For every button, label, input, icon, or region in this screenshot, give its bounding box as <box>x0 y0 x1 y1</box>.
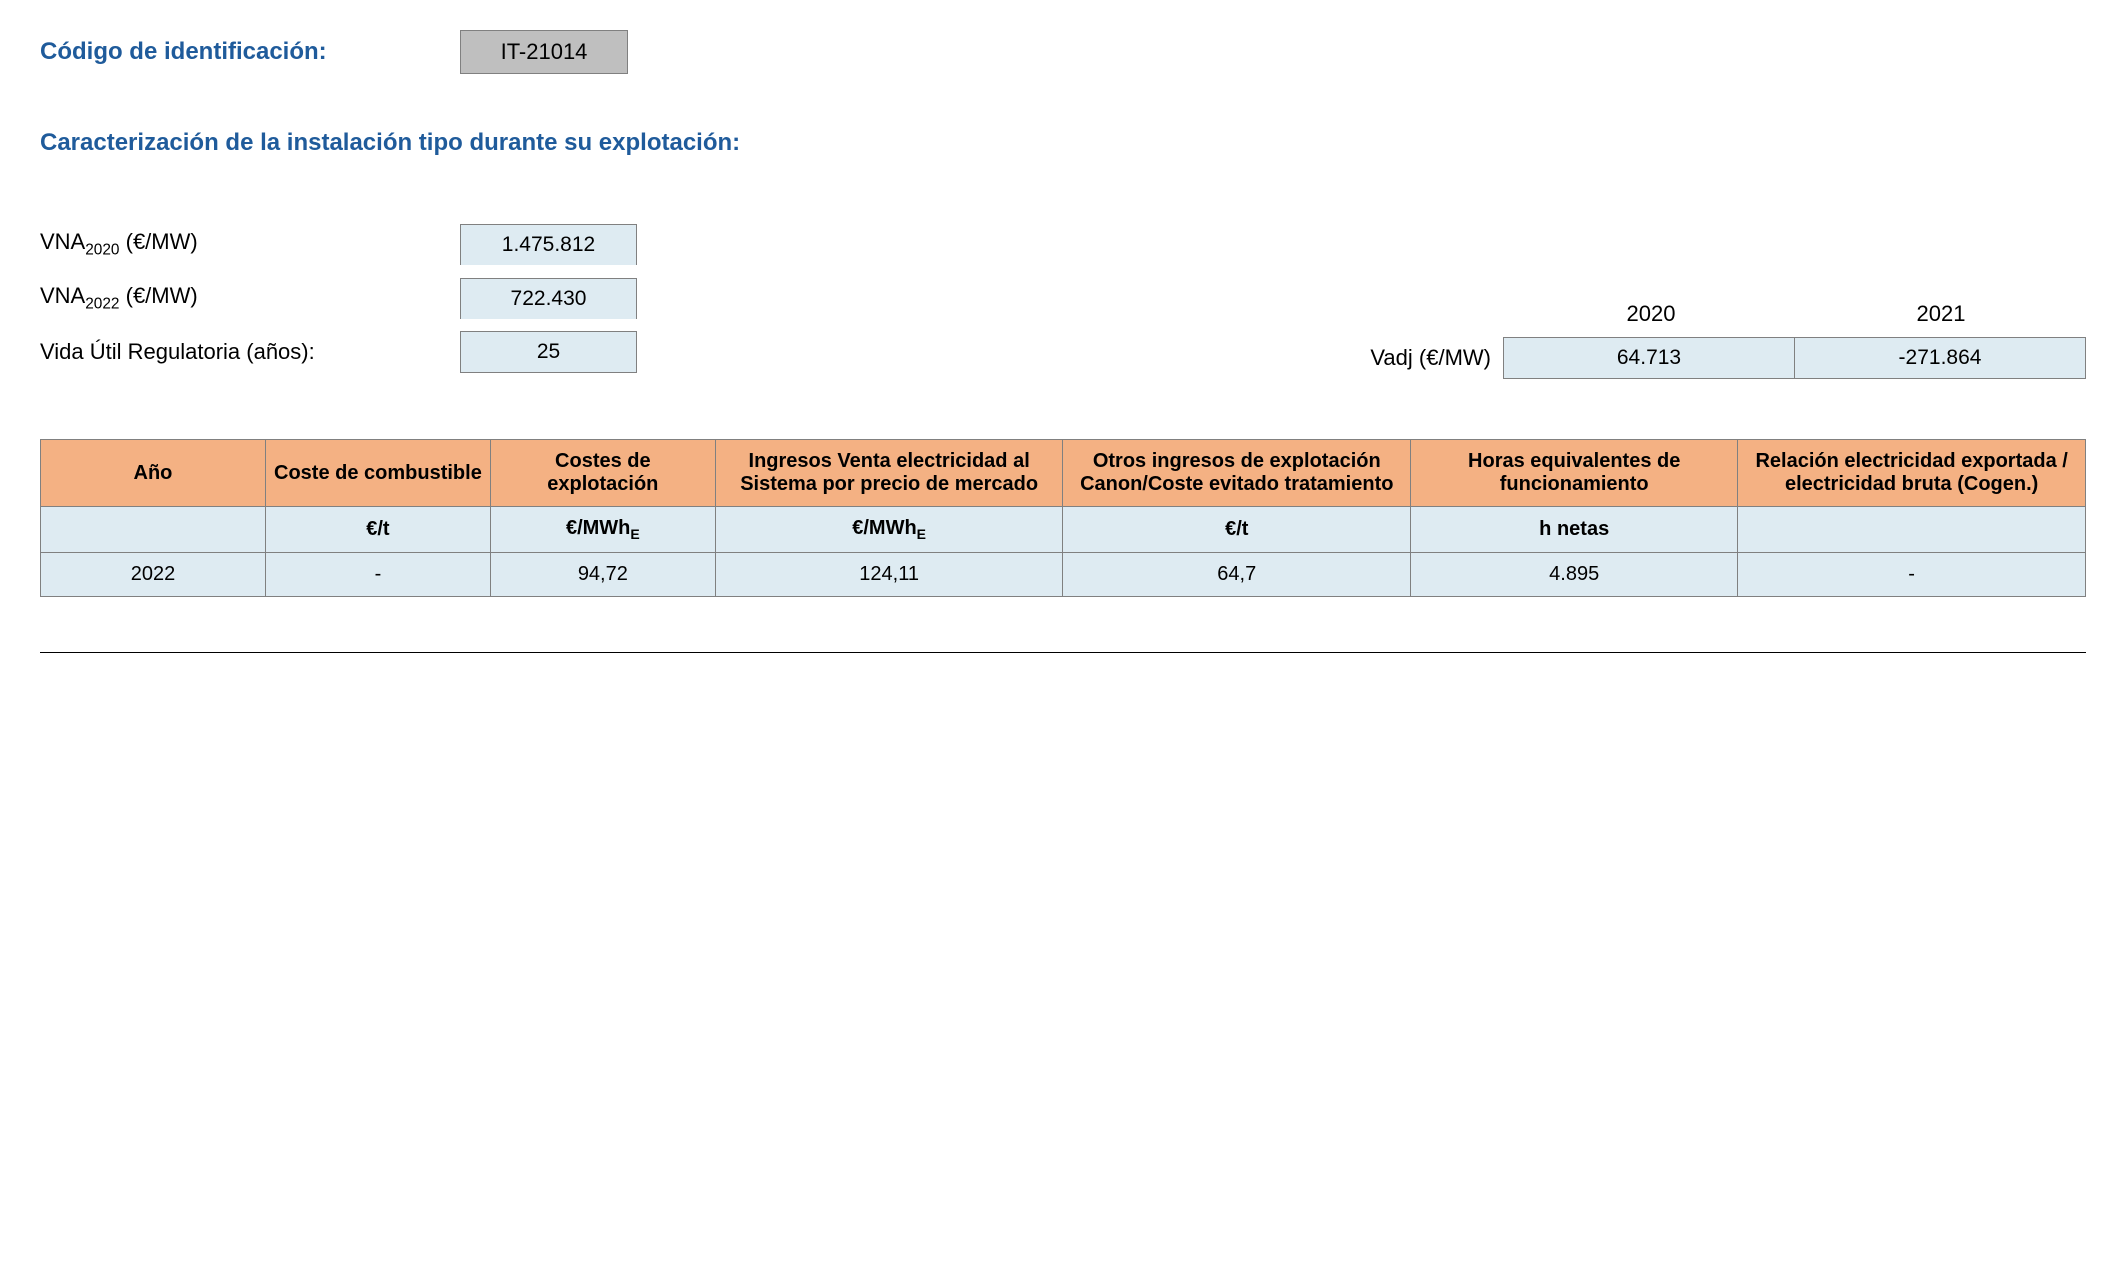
table-head: Año Coste de combustible Costes de explo… <box>41 440 2086 507</box>
vida-label: Vida Útil Regulatoria (años): <box>40 339 460 365</box>
params-block: VNA2020 (€/MW) 1.475.812 VNA2022 (€/MW) … <box>40 217 2086 379</box>
vna2022-row: VNA2022 (€/MW) 722.430 <box>40 271 637 325</box>
unit-coste-combustible: €/t <box>265 507 490 553</box>
vida-row: Vida Útil Regulatoria (años): 25 <box>40 325 637 379</box>
table-header-row: Año Coste de combustible Costes de explo… <box>41 440 2086 507</box>
vadj-label: Vadj (€/MW) <box>1370 345 1503 371</box>
main-table: Año Coste de combustible Costes de explo… <box>40 439 2086 597</box>
vadj-year-2021: 2021 <box>1796 301 2086 337</box>
th-horas-equiv: Horas equivalentes de funcionamiento <box>1411 440 1738 507</box>
unit-ingresos-venta: €/MWhE <box>715 507 1063 553</box>
vida-value: 25 <box>460 331 637 373</box>
unit-relacion-elec <box>1738 507 2086 553</box>
table-body: €/t €/MWhE €/MWhE €/t h netas 2022 - 94,… <box>41 507 2086 597</box>
vadj-value-2021: -271.864 <box>1795 337 2086 379</box>
cell-costes-explotacion: 94,72 <box>490 553 715 597</box>
unit-ingresos-text: €/MWh <box>852 517 916 539</box>
cell-horas-equiv: 4.895 <box>1411 553 1738 597</box>
th-costes-explotacion: Costes de explotación <box>490 440 715 507</box>
th-ingresos-venta: Ingresos Venta electricidad al Sistema p… <box>715 440 1063 507</box>
section-title: Caracterización de la instalación tipo d… <box>40 129 2086 157</box>
unit-ano <box>41 507 266 553</box>
th-relacion-elec: Relación electricidad exportada / electr… <box>1738 440 2086 507</box>
cell-relacion-elec: - <box>1738 553 2086 597</box>
vna2020-label: VNA2020 (€/MW) <box>40 229 460 259</box>
vadj-row: Vadj (€/MW) 64.713 -271.864 <box>1370 337 2086 379</box>
unit-horas-equiv: h netas <box>1411 507 1738 553</box>
vadj-year-heads: 2020 2021 <box>1506 301 2086 337</box>
vadj-value-2020: 64.713 <box>1503 337 1795 379</box>
vna2020-suffix: (€/MW) <box>120 229 198 254</box>
vna2022-value: 722.430 <box>460 278 637 319</box>
table-units-row: €/t €/MWhE €/MWhE €/t h netas <box>41 507 2086 553</box>
th-ano: Año <box>41 440 266 507</box>
id-code-label: Código de identificación: <box>40 38 460 66</box>
th-coste-combustible: Coste de combustible <box>265 440 490 507</box>
header-row: Código de identificación: IT-21014 <box>40 30 2086 74</box>
cell-ano: 2022 <box>41 553 266 597</box>
cell-otros-ingresos: 64,7 <box>1063 553 1411 597</box>
unit-costes-exp-text: €/MWh <box>566 517 630 539</box>
vna2022-prefix: VNA <box>40 283 85 308</box>
unit-costes-explotacion: €/MWhE <box>490 507 715 553</box>
th-otros-ingresos: Otros ingresos de explotación Canon/Cost… <box>1063 440 1411 507</box>
vna2020-row: VNA2020 (€/MW) 1.475.812 <box>40 217 637 271</box>
vna2020-sub: 2020 <box>85 241 119 258</box>
id-code-value: IT-21014 <box>460 30 628 74</box>
cell-coste-combustible: - <box>265 553 490 597</box>
unit-costes-exp-sub: E <box>630 526 639 542</box>
cell-ingresos-venta: 124,11 <box>715 553 1063 597</box>
table-row: 2022 - 94,72 124,11 64,7 4.895 - <box>41 553 2086 597</box>
right-params: 2020 2021 Vadj (€/MW) 64.713 -271.864 <box>1370 217 2086 379</box>
vna2022-label: VNA2022 (€/MW) <box>40 283 460 313</box>
vna2020-prefix: VNA <box>40 229 85 254</box>
vadj-year-2020: 2020 <box>1506 301 1796 337</box>
vna2022-suffix: (€/MW) <box>120 283 198 308</box>
vna2020-value: 1.475.812 <box>460 224 637 265</box>
unit-ingresos-sub: E <box>917 526 926 542</box>
footer-rule <box>40 652 2086 653</box>
unit-otros-ingresos: €/t <box>1063 507 1411 553</box>
left-params: VNA2020 (€/MW) 1.475.812 VNA2022 (€/MW) … <box>40 217 637 379</box>
vna2022-sub: 2022 <box>85 295 119 312</box>
